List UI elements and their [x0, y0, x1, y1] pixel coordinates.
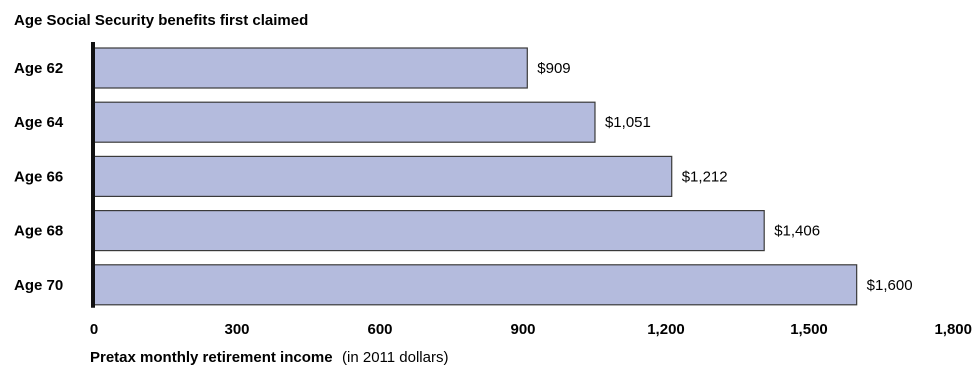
category-label-age-64: Age 64	[14, 114, 64, 131]
x-tick-label-300: 300	[224, 321, 249, 338]
category-label-age-62: Age 62	[14, 60, 63, 77]
x-tick-label-1500: 1,500	[790, 321, 828, 338]
chart-title: Age Social Security benefits first claim…	[14, 12, 308, 29]
x-tick-label-0: 0	[90, 321, 98, 338]
x-axis-label-main: Pretax monthly retirement income	[90, 349, 333, 366]
x-axis-label: Pretax monthly retirement income (in 201…	[90, 349, 448, 366]
x-axis-label-note: (in 2011 dollars)	[342, 349, 448, 366]
value-label-age-66: $1,212	[682, 168, 728, 185]
bars-group	[93, 47, 858, 306]
x-tick-label-1800: 1,800	[934, 321, 972, 338]
x-tick-labels: 0 300 600 900 1,200 1,500 1,800	[90, 321, 972, 338]
value-label-age-70: $1,600	[867, 277, 913, 294]
bar-age-64	[93, 101, 596, 143]
bar-age-66	[93, 155, 673, 197]
x-tick-label-1200: 1,200	[647, 321, 685, 338]
value-labels: $909 $1,051 $1,212 $1,406 $1,600	[537, 60, 912, 294]
bar-age-62	[93, 47, 528, 89]
bar-age-68	[93, 210, 765, 252]
category-labels: Age 62 Age 64 Age 66 Age 68 Age 70	[14, 60, 64, 294]
value-label-age-68: $1,406	[774, 223, 820, 240]
bar-age-70	[93, 264, 858, 306]
category-label-age-66: Age 66	[14, 168, 63, 185]
category-label-age-68: Age 68	[14, 223, 63, 240]
value-label-age-62: $909	[537, 60, 570, 77]
category-label-age-70: Age 70	[14, 277, 63, 294]
x-tick-label-900: 900	[510, 321, 535, 338]
x-tick-label-600: 600	[367, 321, 392, 338]
value-label-age-64: $1,051	[605, 114, 651, 131]
